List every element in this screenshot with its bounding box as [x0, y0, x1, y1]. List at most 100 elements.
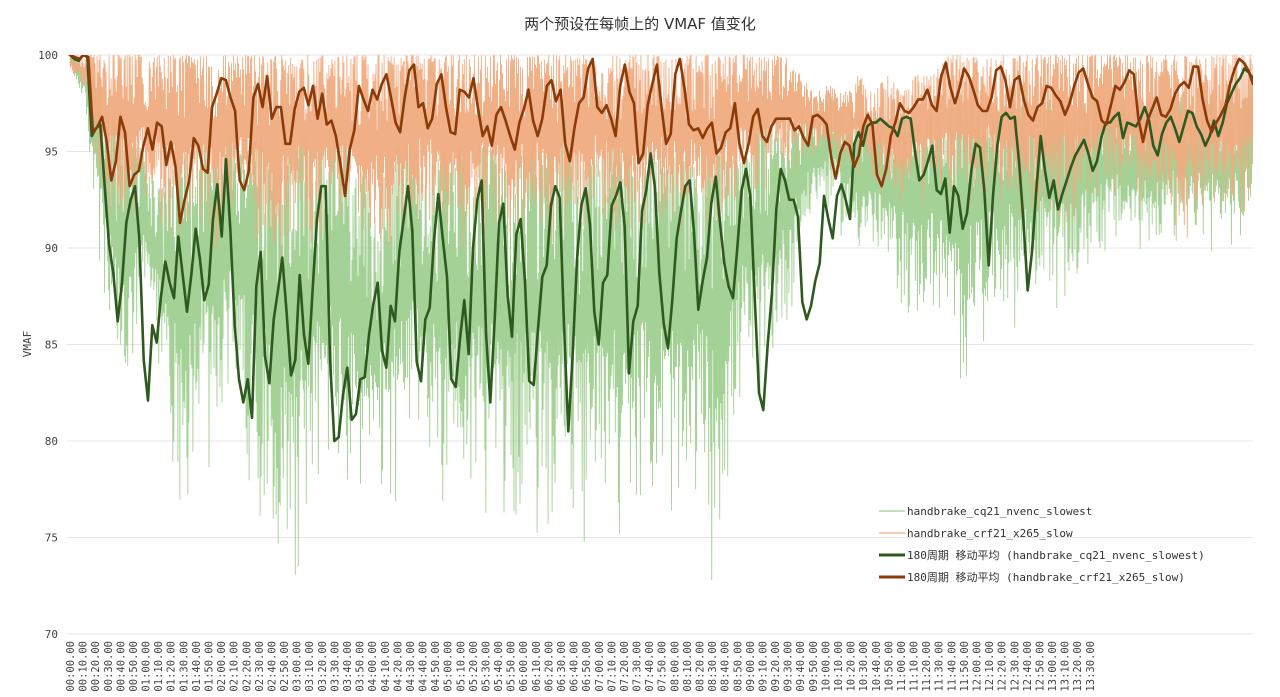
x-tick-label: 07:30.00 — [632, 641, 644, 692]
x-tick-label: 02:10.00 — [229, 641, 241, 692]
x-tick-label: 03:10.00 — [304, 641, 316, 692]
x-tick-label: 02:50.00 — [279, 641, 291, 692]
x-tick-label: 04:20.00 — [392, 641, 404, 692]
x-tick-label: 10:10.00 — [833, 641, 845, 692]
x-tick-label: 11:00.00 — [896, 641, 908, 692]
x-tick-label: 08:40.00 — [720, 641, 732, 692]
x-tick-label: 04:50.00 — [430, 641, 442, 692]
x-tick-label: 09:00.00 — [745, 641, 757, 692]
x-tick-label: 03:20.00 — [317, 641, 329, 692]
x-tick-label: 05:00.00 — [443, 641, 455, 692]
y-tick-label: 95 — [45, 146, 58, 159]
x-tick-label: 12:20.00 — [997, 641, 1009, 692]
x-tick-label: 06:00.00 — [518, 641, 530, 692]
x-tick-label: 03:50.00 — [355, 641, 367, 692]
y-axis-label: VMAF — [21, 331, 34, 358]
legend: handbrake_cq21_nvenc_slowest handbrake_cr… — [879, 505, 1205, 584]
x-tick-label: 01:00.00 — [141, 641, 153, 692]
x-tick-label: 01:50.00 — [203, 641, 215, 692]
x-tick-label: 10:00.00 — [820, 641, 832, 692]
x-tick-label: 11:40.00 — [946, 641, 958, 692]
x-tick-label: 03:00.00 — [292, 641, 304, 692]
x-tick-label: 02:30.00 — [254, 641, 266, 692]
x-tick-label: 10:50.00 — [883, 641, 895, 692]
x-tick-label: 07:20.00 — [619, 641, 631, 692]
x-tick-label: 08:20.00 — [695, 641, 707, 692]
x-tick-label: 08:10.00 — [682, 641, 694, 692]
chart-title: 两个预设在每帧上的 VMAF 值变化 — [524, 15, 756, 33]
x-tick-label: 07:50.00 — [657, 641, 669, 692]
x-tick-label: 05:40.00 — [493, 641, 505, 692]
x-tick-label: 01:20.00 — [166, 641, 178, 692]
y-tick-label: 100 — [38, 49, 58, 62]
x-tick-label: 00:20.00 — [90, 641, 102, 692]
x-tick-label: 06:20.00 — [543, 641, 555, 692]
x-tick-label: 05:10.00 — [455, 641, 467, 692]
x-tick-label: 05:30.00 — [480, 641, 492, 692]
y-tick-label: 90 — [45, 242, 58, 255]
y-tick-label: 75 — [45, 532, 58, 545]
raw-series-1 — [69, 55, 1253, 263]
x-tick-label: 11:20.00 — [921, 641, 933, 692]
y-tick-label: 80 — [45, 435, 58, 448]
x-tick-label: 06:50.00 — [581, 641, 593, 692]
x-tick-label: 10:30.00 — [858, 641, 870, 692]
x-tick-label: 04:30.00 — [405, 641, 417, 692]
x-tick-label: 00:40.00 — [115, 641, 127, 692]
x-tick-label: 07:40.00 — [644, 641, 656, 692]
x-tick-label: 09:40.00 — [795, 641, 807, 692]
legend-label: handbrake_cq21_nvenc_slowest — [907, 505, 1092, 518]
legend-label: handbrake_crf21_x265_slow — [907, 527, 1073, 540]
x-tick-label: 12:00.00 — [971, 641, 983, 692]
x-tick-label: 09:10.00 — [757, 641, 769, 692]
x-tick-label: 08:50.00 — [732, 641, 744, 692]
x-tick-label: 04:40.00 — [418, 641, 430, 692]
x-tick-label: 00:10.00 — [78, 641, 90, 692]
x-tick-label: 11:50.00 — [959, 641, 971, 692]
x-tick-label: 02:20.00 — [241, 641, 253, 692]
x-tick-label: 01:30.00 — [178, 641, 190, 692]
y-tick-label: 85 — [45, 339, 58, 352]
x-tick-label: 09:50.00 — [808, 641, 820, 692]
x-tick-label: 09:30.00 — [783, 641, 795, 692]
x-tick-label: 00:50.00 — [128, 641, 140, 692]
x-tick-label: 04:00.00 — [367, 641, 379, 692]
x-tick-label: 05:20.00 — [468, 641, 480, 692]
x-tick-label: 03:40.00 — [342, 641, 354, 692]
x-tick-label: 02:00.00 — [216, 641, 228, 692]
x-tick-label: 10:40.00 — [871, 641, 883, 692]
x-tick-label: 08:00.00 — [669, 641, 681, 692]
moving-average-line-1 — [68, 55, 1253, 225]
legend-label: 180周期 移动平均 (handbrake_crf21_x265_slow) — [907, 571, 1185, 584]
x-tick-label: 00:00.00 — [65, 641, 77, 692]
x-tick-label: 12:40.00 — [1022, 641, 1034, 692]
x-tick-label: 12:30.00 — [1009, 641, 1021, 692]
raw-series-layer — [69, 55, 1253, 581]
x-tick-label: 12:10.00 — [984, 641, 996, 692]
x-tick-label: 10:20.00 — [846, 641, 858, 692]
moving-average-layer — [68, 55, 1253, 443]
x-tick-label: 08:30.00 — [707, 641, 719, 692]
x-tick-label: 13:20.00 — [1072, 641, 1084, 692]
x-tick-label: 13:00.00 — [1047, 641, 1059, 692]
x-tick-label: 07:00.00 — [594, 641, 606, 692]
x-tick-label: 12:50.00 — [1034, 641, 1046, 692]
moving-average-line-0 — [68, 55, 1253, 443]
y-tick-label: 70 — [45, 628, 58, 641]
x-tick-label: 13:30.00 — [1085, 641, 1097, 692]
x-tick-label: 01:10.00 — [153, 641, 165, 692]
x-tick-label: 06:30.00 — [556, 641, 568, 692]
x-tick-label: 11:10.00 — [909, 641, 921, 692]
x-tick-label: 06:10.00 — [531, 641, 543, 692]
x-tick-label: 02:40.00 — [266, 641, 278, 692]
x-tick-label: 05:50.00 — [506, 641, 518, 692]
x-tick-label: 00:30.00 — [103, 641, 115, 692]
x-tick-label: 09:20.00 — [770, 641, 782, 692]
x-tick-label: 11:30.00 — [934, 641, 946, 692]
legend-label: 180周期 移动平均 (handbrake_cq21_nvenc_slowest… — [907, 549, 1205, 562]
x-tick-label: 13:10.00 — [1060, 641, 1072, 692]
x-tick-label: 04:10.00 — [380, 641, 392, 692]
